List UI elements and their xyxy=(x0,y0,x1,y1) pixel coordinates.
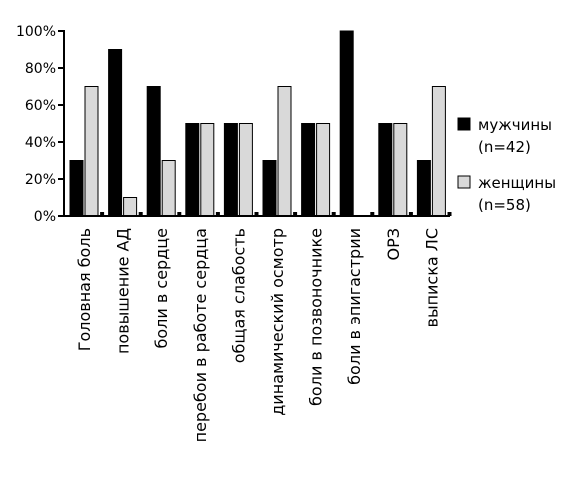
x-category-label: повышение АД xyxy=(114,228,133,354)
x-axis: Головная боль повышение АД боли в сердце пе… xyxy=(64,212,452,442)
x-tick xyxy=(370,212,375,216)
bar-women xyxy=(393,123,408,217)
x-tick xyxy=(408,212,413,216)
x-tick xyxy=(293,212,298,216)
bar-men xyxy=(339,30,354,217)
y-tick-label: 60% xyxy=(25,98,56,114)
x-tick xyxy=(138,212,143,216)
x-tick xyxy=(177,212,182,216)
bar-women xyxy=(200,123,215,217)
x-category-label: перебои в работе сердца xyxy=(191,228,210,442)
bar-women xyxy=(161,160,176,217)
bar-men xyxy=(108,49,123,217)
bar-men xyxy=(223,123,238,217)
bar-men xyxy=(69,160,84,217)
bar-men xyxy=(262,160,277,217)
x-category-label: ОРЗ xyxy=(384,228,403,261)
bar-women xyxy=(123,197,138,217)
legend-women-label: женщины xyxy=(478,174,556,192)
x-tick xyxy=(254,212,259,216)
legend: мужчины (n=42) женщины (n=58) xyxy=(457,116,556,214)
x-tick xyxy=(331,212,336,216)
legend-men-label: мужчины xyxy=(478,116,552,134)
bar-women xyxy=(431,86,446,217)
y-tick-label: 0% xyxy=(34,209,56,225)
bar-men xyxy=(185,123,200,217)
bar-women xyxy=(277,86,292,217)
x-category-label: боли в эпигастрии xyxy=(345,228,364,385)
x-tick xyxy=(100,212,105,216)
x-category-label: боли в сердце xyxy=(152,228,171,348)
x-category-label: выписка ЛС xyxy=(422,228,441,327)
x-tick xyxy=(447,212,452,216)
legend-men-swatch xyxy=(457,117,471,131)
x-category-label: боли в позвоночнике xyxy=(307,228,326,406)
legend-women-swatch xyxy=(457,175,471,189)
bar-women xyxy=(238,123,253,217)
legend-women-count: (n=58) xyxy=(478,196,531,214)
y-axis: 0% 20% 40% 60% 80% 100% xyxy=(16,24,65,225)
y-tick-label: 20% xyxy=(25,172,56,188)
bar-men xyxy=(301,123,316,217)
x-tick xyxy=(215,212,220,216)
y-tick-label: 40% xyxy=(25,135,56,151)
bar-men xyxy=(146,86,161,217)
bar-men xyxy=(378,123,393,217)
bar-women xyxy=(84,86,99,217)
y-tick-label: 80% xyxy=(25,61,56,77)
x-category-label: общая слабость xyxy=(229,228,248,363)
x-category-label: Головная боль xyxy=(75,228,94,351)
bars xyxy=(69,30,446,217)
y-tick-label: 100% xyxy=(16,24,56,40)
bar-women xyxy=(316,123,331,217)
bar-men xyxy=(416,160,431,217)
legend-men-count: (n=42) xyxy=(478,138,531,156)
x-category-label: динамический осмотр xyxy=(268,228,287,416)
